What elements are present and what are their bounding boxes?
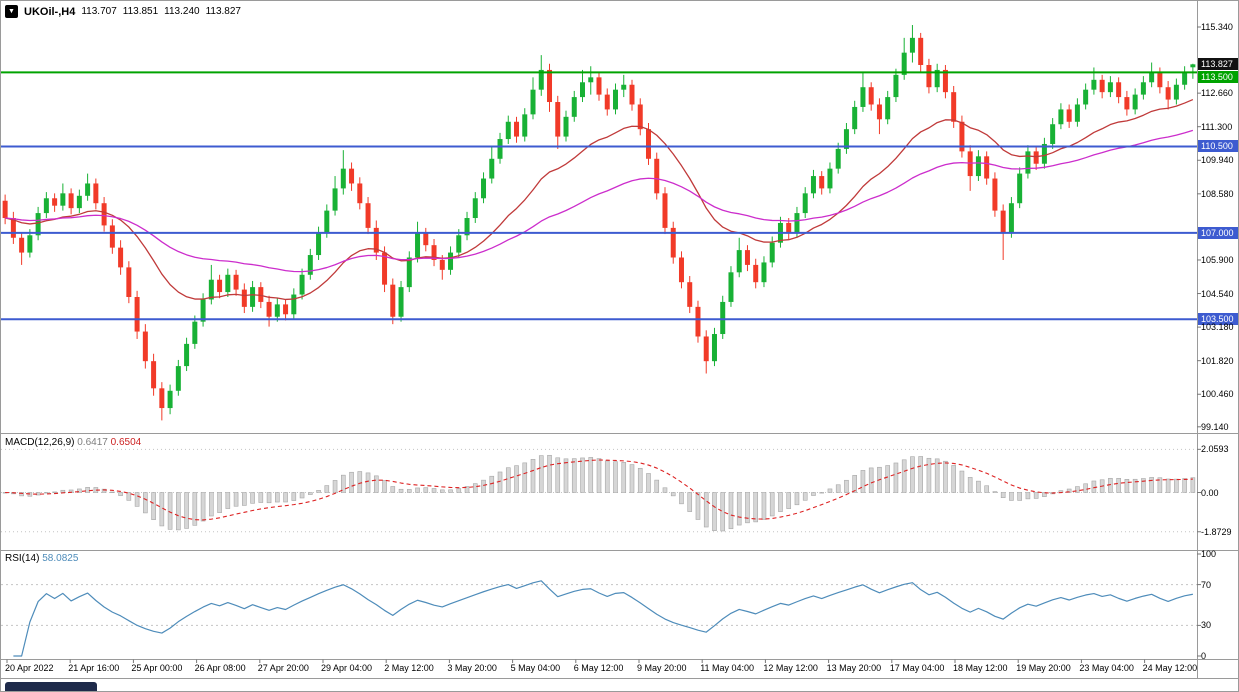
- price-axis-label: 100.460: [1201, 389, 1234, 400]
- bar-low-value: 113.240: [164, 6, 200, 17]
- price-axis-label: 0: [1201, 651, 1207, 661]
- price-axis-label: 108.580: [1201, 188, 1234, 199]
- time-axis-label: 13 May 20:00: [826, 663, 882, 673]
- chart-title: ▼ UKOil-,H4 113.707 113.851 113.240 113.…: [5, 5, 241, 18]
- macd-main-value: 0.6417: [77, 437, 108, 448]
- time-axis-label: 19 May 20:00: [1016, 663, 1071, 673]
- time-axis-label: 24 May 12:00: [1142, 663, 1198, 673]
- price-axis-label: 101.820: [1201, 355, 1234, 366]
- price-axis: 113.827 113.500 110.500 107.000 103.500 …: [1198, 1, 1238, 679]
- price-axis-label: 105.900: [1201, 254, 1234, 265]
- current-price-badge: 113.827: [1198, 58, 1238, 71]
- time-axis-label: 20 Apr 2022: [5, 663, 54, 673]
- price-axis-label: -1.8729: [1201, 526, 1232, 537]
- hline-price-badge-blue-3: 103.500: [1198, 313, 1238, 326]
- time-axis-label: 6 May 12:00: [573, 663, 624, 673]
- time-axis-label: 17 May 04:00: [889, 663, 945, 673]
- time-axis-label: 11 May 04:00: [700, 663, 755, 673]
- bar-close-value: 113.827: [205, 6, 241, 17]
- time-axis-label: 12 May 12:00: [763, 663, 818, 673]
- time-axis-label: 2 May 12:00: [384, 663, 434, 673]
- bar-open-value: 113.707: [81, 6, 117, 17]
- time-axis-label: 27 Apr 20:00: [257, 663, 309, 673]
- time-axis-label: 9 May 20:00: [637, 663, 687, 673]
- time-axis-label: 23 May 04:00: [1079, 663, 1134, 673]
- hline-price-badge-blue-2: 107.000: [1198, 226, 1238, 239]
- price-axis-label: 103.180: [1201, 322, 1234, 333]
- price-axis-label: 30: [1201, 620, 1212, 631]
- rsi-value: 58.0825: [42, 553, 79, 564]
- time-axis-label: 5 May 04:00: [510, 663, 561, 673]
- macd-signal-value: 0.6504: [110, 437, 142, 448]
- time-axis: 20 Apr 2022 21 Apr 16:00 25 Apr 00:00 26 Ap…: [1, 660, 1197, 678]
- price-axis-label: 0.00: [1201, 487, 1219, 498]
- time-axis-label: 29 Apr 04:00: [321, 663, 373, 673]
- chart-tab[interactable]: [5, 682, 97, 691]
- price-axis-label: 115.340: [1201, 21, 1233, 32]
- price-axis-label: 104.540: [1201, 288, 1234, 299]
- time-axis-label: 25 Apr 00:00: [131, 663, 183, 673]
- hline-price-badge-green: 113.500: [1198, 70, 1238, 83]
- bar-high-value: 113.851: [122, 6, 159, 17]
- rsi-indicator-label: RSI(14) 58.0825: [5, 553, 78, 564]
- hline-price-badge-blue-1: 110.500: [1198, 140, 1238, 153]
- macd-indicator-label: MACD(12,26,9) 0.6417 0.6504: [5, 437, 141, 448]
- symbol-menu-icon[interactable]: ▼: [5, 5, 18, 18]
- rsi-name: RSI(14): [5, 553, 40, 564]
- macd-name: MACD(12,26,9): [5, 437, 75, 448]
- time-axis-label: 18 May 12:00: [953, 663, 1008, 673]
- price-axis-label: 2.0593: [1201, 444, 1229, 455]
- time-axis-label: 26 Apr 08:00: [194, 663, 246, 673]
- price-axis-label: 112.660: [1201, 88, 1233, 99]
- price-axis-label: 70: [1201, 579, 1212, 590]
- price-axis-label: 99.140: [1201, 421, 1229, 432]
- price-axis-label: 100: [1201, 549, 1217, 559]
- symbol-timeframe-label: UKOil-,H4: [24, 5, 76, 18]
- price-axis-label: 111.300: [1201, 121, 1233, 132]
- time-axis-label: 21 Apr 16:00: [68, 663, 120, 673]
- price-axis-label: 109.940: [1201, 155, 1234, 166]
- time-axis-label: 3 May 20:00: [447, 663, 497, 673]
